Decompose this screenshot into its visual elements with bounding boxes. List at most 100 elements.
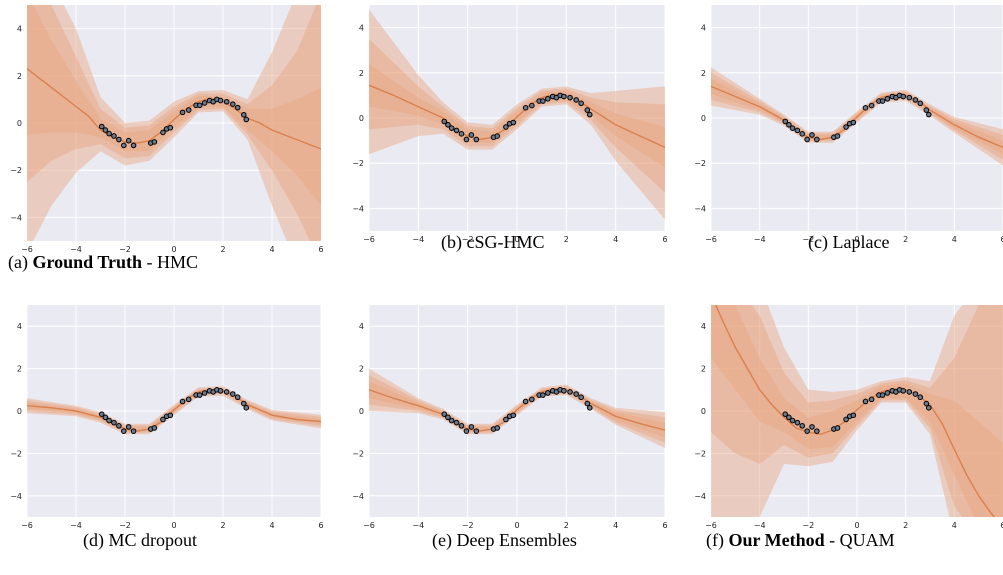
data-point: [912, 97, 919, 103]
y-tick-label: 4: [701, 322, 706, 331]
x-tick-label: −4: [754, 235, 766, 244]
uncertainty-band-3: [369, 368, 665, 449]
data-point: [567, 94, 573, 101]
data-point: [243, 116, 250, 123]
data-point: [789, 417, 796, 424]
data-point: [179, 398, 186, 405]
data-point: [584, 400, 591, 407]
data-point: [584, 107, 591, 113]
data-point: [106, 417, 112, 424]
data-point: [925, 111, 932, 118]
y-tick-label: 2: [359, 365, 364, 374]
caption-prefix: (c) Laplace: [808, 232, 890, 252]
x-tick-label: 6: [1000, 521, 1003, 530]
x-tick-label: −4: [70, 521, 82, 530]
x-tick-label: −2: [802, 235, 814, 244]
data-point: [151, 425, 158, 431]
uncertainty-band-2: [369, 38, 665, 193]
data-point: [106, 130, 112, 137]
x-tick-label: 4: [613, 521, 618, 530]
data-point: [900, 388, 907, 394]
data-point: [201, 100, 208, 106]
data-point: [463, 428, 470, 434]
data-point: [196, 392, 203, 398]
x-tick-label: 4: [613, 235, 618, 244]
data-point: [468, 424, 475, 430]
data-point: [98, 411, 105, 417]
data-point: [799, 131, 806, 137]
data-point: [473, 428, 480, 434]
y-tick-label: −2: [694, 159, 706, 168]
data-point: [862, 105, 869, 111]
plot-area: [27, 5, 321, 241]
data-point: [494, 425, 501, 431]
y-tick-label: −2: [694, 449, 706, 458]
data-point: [468, 132, 475, 138]
x-tick-label: −2: [462, 521, 474, 530]
data-point: [917, 394, 924, 401]
data-point: [441, 118, 448, 125]
data-point: [445, 414, 451, 421]
data-point: [578, 100, 584, 107]
plot-area: [369, 368, 665, 449]
x-tick-label: −4: [70, 245, 82, 254]
mean-prediction-line: [714, 305, 996, 517]
x-tick-label: −2: [119, 521, 131, 530]
caption-suffix: - HMC: [142, 252, 199, 272]
data-point: [573, 97, 580, 103]
y-tick-label: −4: [10, 492, 22, 501]
data-point: [234, 104, 241, 111]
data-point: [445, 121, 451, 128]
data-point: [125, 424, 132, 430]
x-tick-label: −4: [412, 521, 424, 530]
y-tick-label: −4: [352, 204, 364, 213]
x-tick-label: 6: [318, 245, 323, 254]
data-point: [786, 121, 792, 128]
y-tick-label: 2: [359, 69, 364, 78]
panel-f: −6 −4 −2 0 2 4 6 −4 −2 0 2 4: [694, 305, 1003, 530]
data-point: [458, 131, 465, 137]
data-point: [201, 390, 208, 396]
data-point: [217, 388, 224, 394]
data-point: [453, 419, 460, 426]
x-tick-label: 6: [662, 235, 667, 244]
data-point: [789, 125, 796, 131]
data-point: [834, 425, 841, 431]
caption-prefix: (f): [706, 530, 729, 550]
data-point: [578, 394, 584, 401]
data-point: [561, 93, 567, 100]
data-point: [151, 139, 158, 145]
data-point: [230, 391, 236, 397]
data-point: [843, 124, 849, 130]
data-point: [111, 133, 117, 139]
x-tick-label: 2: [220, 245, 225, 254]
y-tick-label: 0: [359, 114, 364, 123]
data-point: [900, 93, 907, 100]
x-tick-label: 2: [903, 521, 908, 530]
data-point: [196, 102, 203, 109]
y-tick-label: −4: [10, 213, 22, 222]
x-tick-label: 0: [171, 245, 176, 254]
x-tick-label: 2: [903, 235, 908, 244]
x-tick-label: 0: [854, 521, 859, 530]
data-point: [522, 105, 529, 111]
x-tick-label: −6: [363, 235, 375, 244]
uncertainty-band-1: [369, 63, 665, 168]
data-point: [510, 412, 517, 419]
caption-prefix: (e) Deep Ensembles: [432, 530, 577, 550]
data-point: [503, 416, 509, 423]
x-tick-label: −4: [412, 235, 424, 244]
data-point: [167, 412, 174, 419]
caption-bold: Ground Truth: [32, 252, 143, 272]
data-point: [586, 405, 593, 411]
data-point: [448, 125, 455, 131]
plot-area: [369, 9, 665, 220]
data-point: [586, 111, 593, 118]
uncertainty-band-3: [711, 305, 1003, 517]
data-point: [906, 389, 913, 395]
x-tick-label: 6: [1000, 235, 1003, 244]
y-tick-label: 4: [701, 24, 706, 33]
data-point: [529, 102, 535, 109]
data-point: [809, 132, 815, 138]
data-point: [510, 119, 517, 126]
